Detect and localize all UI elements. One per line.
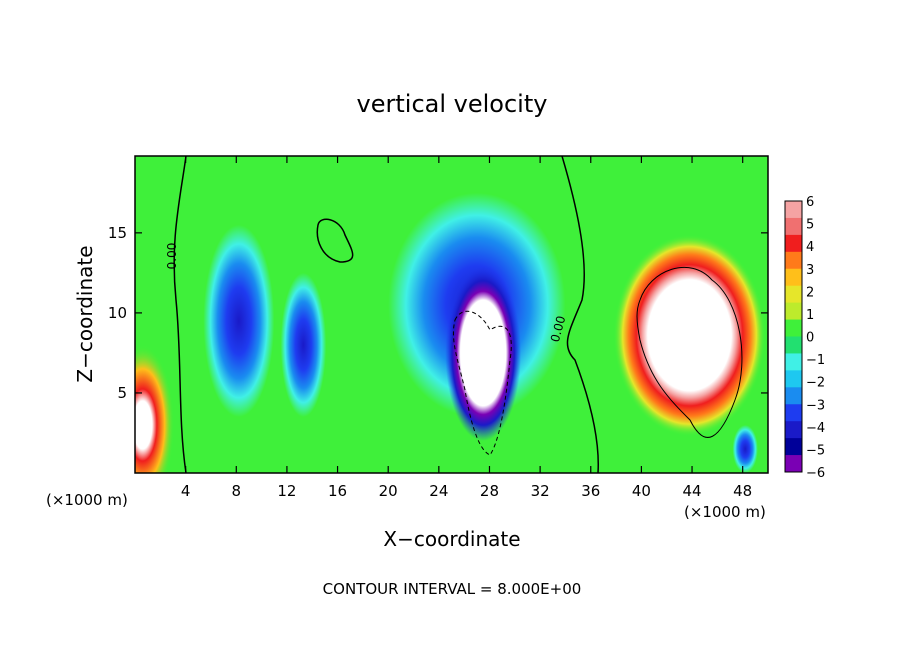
zero-contour-right: [561, 156, 600, 473]
colorbar-label: −6: [806, 466, 825, 481]
colorbar-label: 4: [806, 240, 814, 255]
x-axis-label: X−coordinate: [383, 527, 520, 551]
colorbar-swatch: [785, 421, 802, 439]
colorbar-swatch: [785, 234, 802, 253]
core-contour-mid: [452, 310, 512, 456]
colorbar-swatch: [785, 438, 802, 456]
colorbar-label: −5: [806, 443, 825, 458]
colorbar-label: 2: [806, 285, 814, 300]
contour-interval-note: CONTOUR INTERVAL = 8.000E+00: [323, 580, 582, 598]
colorbar-label: −1: [806, 353, 825, 368]
colorbar-swatch: [785, 302, 802, 321]
colorbar-label: 3: [806, 263, 814, 278]
y-tick-label: 5: [117, 384, 127, 402]
colorbar-swatch: [785, 268, 802, 287]
x-tick-label: 40: [632, 482, 651, 500]
x-unit-right: (×1000 m): [684, 503, 766, 521]
colorbar-label: 6: [806, 195, 814, 210]
plot-frame: [134, 155, 769, 474]
x-tick-label: 48: [733, 482, 752, 500]
x-tick-label: 28: [480, 482, 499, 500]
y-tick-label: 10: [108, 304, 127, 322]
colorbar-label: −3: [806, 398, 825, 413]
updraft-core-1: [613, 234, 766, 437]
colorbar-label: 0: [806, 331, 814, 346]
x-tick-label: 32: [531, 482, 550, 500]
colorbar-swatch: [785, 201, 802, 219]
colorbar-swatch: [785, 336, 802, 354]
colorbar-swatch: [785, 217, 802, 236]
field-features: [135, 192, 766, 473]
contour-label-left: 0.00: [165, 243, 179, 270]
updraft-core-2: [445, 264, 522, 441]
x-tick-label: 44: [682, 482, 701, 500]
x-axis-ticks: 4 8 12 16 20 24 28 32 36 40 44 48: [181, 156, 752, 500]
zero-contour-left: [173, 156, 187, 473]
y-tick-label: 15: [108, 224, 127, 242]
colorbar-label: −4: [806, 421, 825, 436]
colorbar-swatch: [785, 455, 802, 473]
x-tick-label: 4: [181, 482, 191, 500]
downdraft-4: [732, 424, 758, 473]
x-tick-label: 36: [581, 482, 600, 500]
x-tick-label: 24: [429, 482, 448, 500]
colorbar-swatch: [785, 370, 802, 388]
colorbar-swatch: [785, 251, 802, 270]
y-axis-label: Z−coordinate: [73, 245, 97, 382]
colorbar-label: −2: [806, 376, 825, 391]
x-tick-label: 8: [232, 482, 242, 500]
colorbar-label: 1: [806, 308, 814, 323]
colorbar-swatch: [785, 285, 802, 304]
colorbar-swatch: [785, 387, 802, 405]
core-contour-right: [636, 266, 743, 438]
colorbar-swatch: [785, 319, 802, 337]
zero-contour-blob: [316, 218, 354, 263]
x-tick-label: 12: [277, 482, 296, 500]
chart-title: vertical velocity: [357, 90, 548, 118]
plot-area: [135, 156, 768, 473]
updraft-edge-1: [135, 344, 175, 473]
colorbar-frame: [784, 200, 803, 473]
colorbar-label: 5: [806, 218, 814, 233]
contour-label-right: 0.00: [548, 314, 568, 343]
x-tick-label: 20: [379, 482, 398, 500]
colorbar: 6 5 4 3 2 1 0 −1 −2 −3 −4 −5 −6: [784, 195, 825, 481]
downdraft-2: [203, 224, 275, 417]
y-axis-ticks: 5 10 15: [108, 224, 768, 402]
colorbar-swatch: [785, 404, 802, 422]
downdraft-3: [280, 272, 327, 417]
x-tick-label: 16: [328, 482, 347, 500]
colorbar-swatch: [785, 353, 802, 371]
x-unit-left: (×1000 m): [46, 491, 128, 509]
